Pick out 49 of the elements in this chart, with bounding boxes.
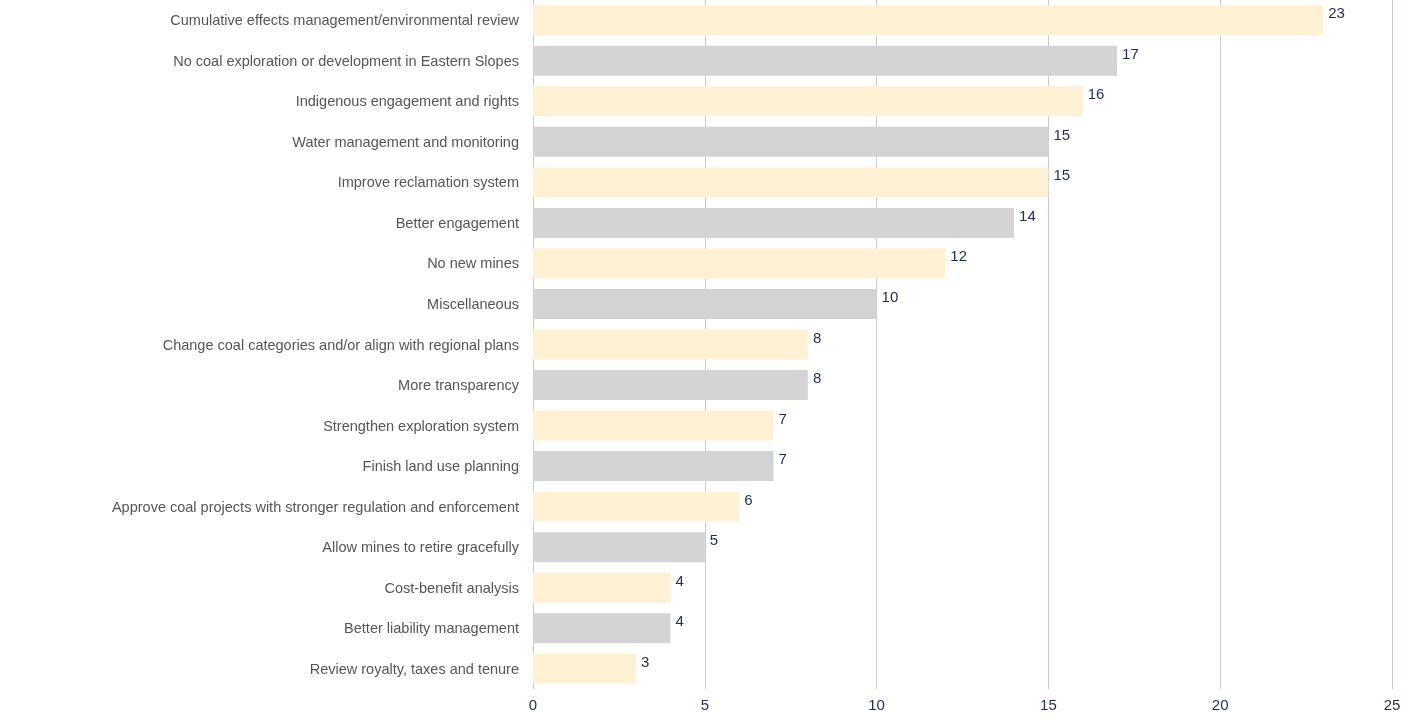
y-tick-label: More transparency	[398, 377, 520, 394]
bar	[533, 248, 946, 279]
bar	[533, 5, 1324, 36]
data-label: 4	[675, 571, 684, 589]
y-tick-label: Better liability management	[344, 620, 519, 637]
x-tick-label: 15	[1040, 696, 1057, 713]
x-tick-label: 20	[1211, 696, 1229, 713]
data-label: 14	[1019, 206, 1036, 224]
x-tick-label: 5	[700, 696, 709, 713]
y-tick-label: Allow mines to retire gracefully	[322, 539, 520, 556]
bar	[533, 410, 774, 441]
bar	[533, 329, 808, 360]
data-label: 3	[641, 652, 650, 670]
data-label: 7	[778, 450, 787, 468]
y-tick-label: No coal exploration or development in Eastern Slopes	[173, 52, 519, 69]
data-label: 15	[1053, 125, 1071, 143]
bar	[533, 167, 1049, 198]
data-label: 10	[881, 287, 899, 305]
y-tick-label: Better engagement	[395, 214, 519, 231]
y-tick-label: Indigenous engagement and rights	[295, 93, 519, 110]
y-tick-label: Approve coal projects with stronger regulation and enforcement	[111, 498, 519, 515]
data-label: 12	[950, 247, 968, 265]
data-label: 15	[1053, 166, 1071, 184]
data-label: 16	[1087, 85, 1105, 103]
data-label: 8	[812, 369, 822, 387]
bar	[533, 491, 740, 522]
y-tick-label: Cumulative effects management/environmental review	[170, 12, 520, 29]
data-label: 23	[1328, 4, 1345, 22]
data-label: 6	[744, 490, 753, 508]
y-tick-label: Finish land use planning	[362, 458, 519, 475]
y-tick-label: Review royalty, taxes and tenure	[309, 660, 519, 677]
x-tick-label: 10	[868, 696, 885, 713]
y-tick-label: No new mines	[427, 255, 519, 272]
data-label: 7	[778, 409, 787, 427]
x-tick-label: 25	[1383, 696, 1401, 713]
y-tick-label: Miscellaneous	[427, 295, 519, 312]
data-label: 5	[709, 531, 719, 549]
bar	[533, 572, 671, 603]
data-label: 8	[812, 328, 822, 346]
bar	[533, 86, 1083, 117]
x-tick-label: 0	[528, 696, 538, 713]
y-tick-label: Strengthen exploration system	[323, 417, 519, 434]
y-tick-label: Water management and monitoring	[292, 133, 519, 150]
y-tick-label: Improve reclamation system	[337, 174, 519, 191]
bar	[533, 653, 637, 684]
y-tick-label: Change coal categories and/or align with regional plans	[162, 336, 519, 353]
y-tick-label: Cost-benefit analysis	[384, 579, 519, 596]
data-label: 17	[1122, 44, 1139, 62]
data-label: 4	[675, 612, 684, 630]
